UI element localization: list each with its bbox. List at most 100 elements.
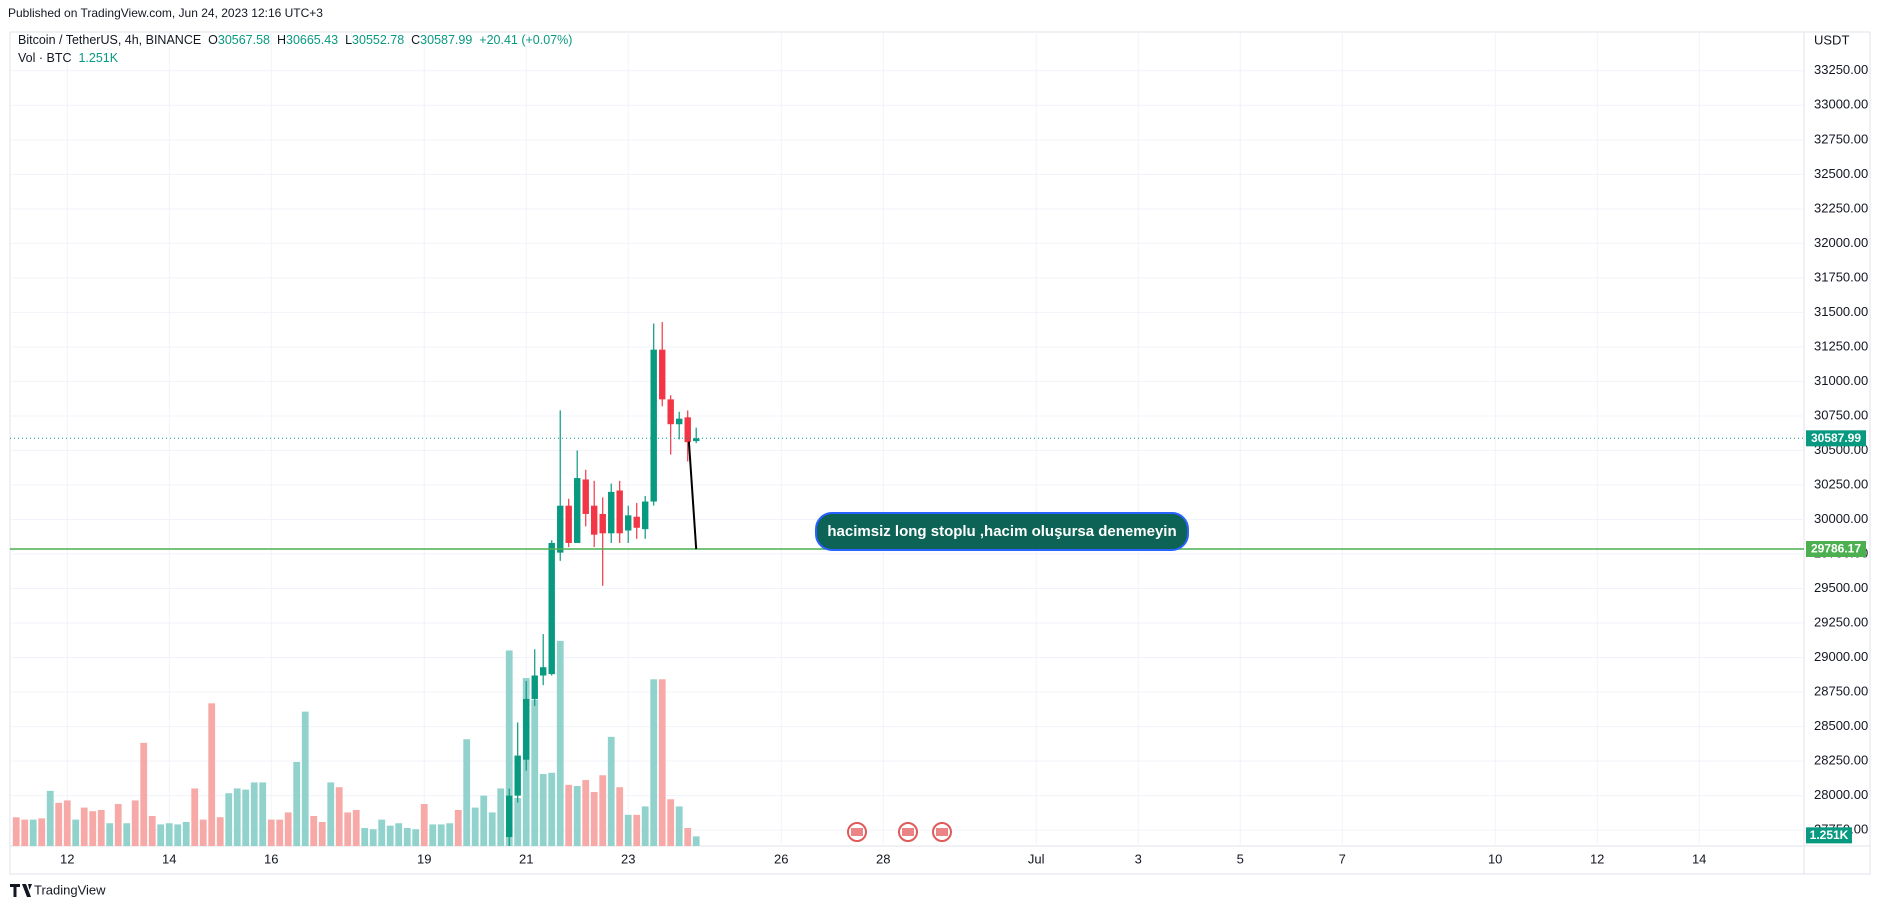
volume-bar <box>420 804 428 846</box>
volume-bar <box>556 640 564 846</box>
volume-bar <box>624 814 632 846</box>
volume-bar <box>165 823 173 846</box>
y-tick-label: 30250.00 <box>1814 476 1868 491</box>
y-tick-label: 29250.00 <box>1814 614 1868 629</box>
event-flags <box>847 822 952 842</box>
volume-bar <box>123 823 131 846</box>
x-tick-label: 5 <box>1237 851 1244 866</box>
legend-change: +20.41 <box>479 33 518 47</box>
candle-body <box>582 479 589 514</box>
volume-bar <box>565 784 573 846</box>
volume-bar <box>480 795 488 846</box>
volume-bar <box>225 793 233 846</box>
volume-bar <box>607 736 615 846</box>
volume-bar <box>488 812 496 846</box>
y-tick-label: 31000.00 <box>1814 373 1868 388</box>
volume-bar <box>395 823 403 846</box>
volume-bar <box>106 823 114 846</box>
candle-body <box>684 417 691 443</box>
candle-body <box>539 667 547 676</box>
volume-bar <box>191 788 199 846</box>
volume-bar <box>267 819 275 846</box>
volume-bar <box>284 812 292 846</box>
y-tick-label: 32250.00 <box>1814 200 1868 215</box>
candle-body <box>565 505 572 543</box>
volume-bar <box>641 806 649 846</box>
volume-bar <box>174 824 182 846</box>
x-tick-label: 14 <box>162 851 176 866</box>
candle-body <box>590 505 598 535</box>
candle-body <box>531 675 538 699</box>
event-flag-icon <box>936 828 948 836</box>
legend-low: 30552.78 <box>352 33 405 47</box>
volume-bar <box>89 811 97 846</box>
level-tag <box>1806 541 1866 558</box>
volume-bar <box>140 742 148 846</box>
legend: Bitcoin / TetherUS, 4h, BINANCE O30567.5… <box>18 33 572 47</box>
volume-bar <box>29 819 37 846</box>
x-tick-label: 12 <box>60 851 74 866</box>
volume-bar <box>531 699 539 846</box>
overlay: 30587.99 29786.17 1.251K <box>1806 430 1866 844</box>
candle-body <box>659 349 666 400</box>
annotation-text: hacimsiz long stoplu ,hacim oluşursa den… <box>827 523 1176 540</box>
plot <box>10 322 1804 846</box>
footer-logo <box>10 884 32 897</box>
volume-bar <box>46 790 54 846</box>
y-tick-label: 30750.00 <box>1814 407 1868 422</box>
volume-bar <box>471 807 479 846</box>
volume-bar <box>684 828 692 846</box>
legend-change-pct: (+0.07%) <box>521 33 573 47</box>
volume-bar <box>199 819 207 846</box>
volume-bar <box>335 787 343 846</box>
y-tick-label: 33000.00 <box>1814 97 1868 112</box>
candle-body <box>676 418 683 425</box>
volume-bar <box>131 800 139 846</box>
ohlc-label: H <box>276 33 286 47</box>
volume-bar <box>692 836 700 846</box>
volume-bar <box>38 818 46 846</box>
chart-frame <box>9 31 1871 875</box>
volume-bar <box>505 650 513 846</box>
volume-bar <box>412 829 420 846</box>
volume-bar <box>344 812 352 846</box>
candle-body <box>557 505 564 553</box>
y-tick-label: 31750.00 <box>1814 269 1868 284</box>
candle-body <box>599 513 606 534</box>
annotation: hacimsiz long stoplu ,hacim oluşursa den… <box>815 512 1189 551</box>
x-tick-label: 21 <box>519 851 533 866</box>
last-price-tag <box>1806 430 1866 447</box>
footer: TradingView <box>34 882 106 897</box>
volume-bar <box>233 788 241 846</box>
x-tick-label: 16 <box>264 851 278 866</box>
grid: 27750.0028000.0028250.0028500.0028750.00… <box>10 32 1868 866</box>
volume-bar <box>276 819 284 846</box>
volume-bar <box>80 807 88 846</box>
volume-bar <box>590 792 598 846</box>
y-tick-label: 32750.00 <box>1814 131 1868 146</box>
volume-bar <box>182 822 190 846</box>
volume-bar <box>216 817 224 846</box>
volume-bar <box>573 785 581 846</box>
y-tick-label: 31500.00 <box>1814 304 1868 319</box>
header: Published on TradingView.com, Jun 24, 20… <box>8 6 323 20</box>
volume-bar <box>208 703 216 846</box>
y-tick-label: 33250.00 <box>1814 62 1868 77</box>
volume-bar <box>650 679 658 846</box>
x-tick-label: 14 <box>1692 851 1706 866</box>
volume-name: Vol · BTC <box>18 51 72 65</box>
candle-body <box>548 542 555 675</box>
volume-bar <box>148 815 156 846</box>
x-tick-label: 28 <box>876 851 890 866</box>
candle-body <box>616 490 623 534</box>
y-tick-label: 29500.00 <box>1814 580 1868 595</box>
x-tick-label: 12 <box>1590 851 1604 866</box>
volume-bar <box>361 828 369 846</box>
y-tick-label: 28250.00 <box>1814 753 1868 768</box>
volume-bar <box>403 828 411 846</box>
candle-body <box>574 478 581 543</box>
volume-bar <box>97 809 105 846</box>
volume-bar <box>55 802 63 846</box>
volume-bar <box>72 819 80 846</box>
